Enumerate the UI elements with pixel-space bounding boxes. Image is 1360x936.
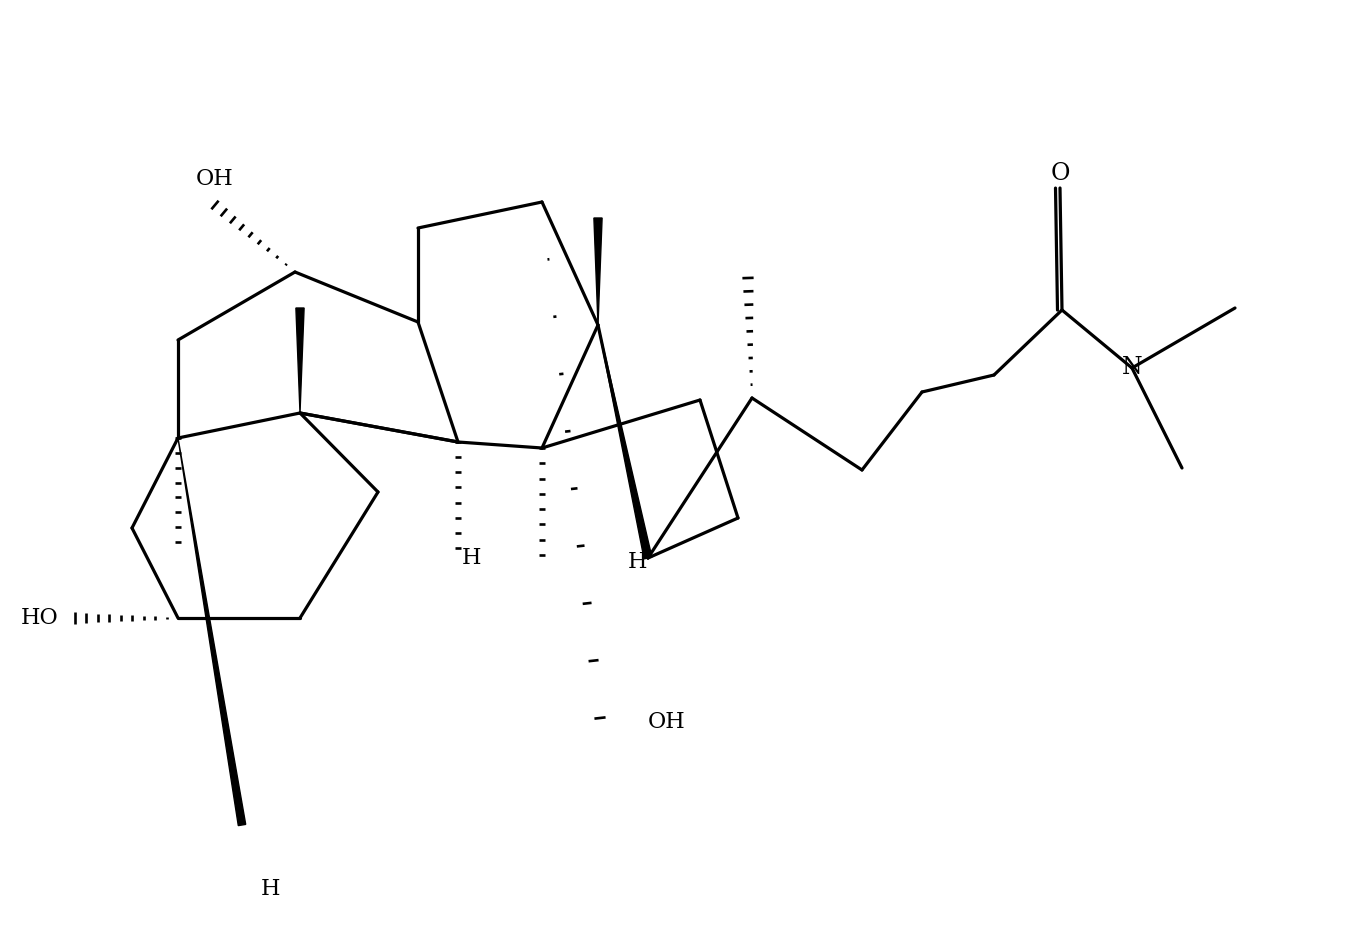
- Text: H: H: [260, 878, 280, 900]
- Text: OH: OH: [647, 711, 685, 733]
- Polygon shape: [178, 438, 246, 826]
- Text: H: H: [628, 551, 647, 573]
- Text: OH: OH: [196, 168, 234, 190]
- Polygon shape: [598, 325, 651, 559]
- Polygon shape: [296, 308, 305, 413]
- Text: N: N: [1122, 357, 1142, 379]
- Text: HO: HO: [20, 607, 58, 629]
- Polygon shape: [594, 218, 602, 325]
- Text: H: H: [462, 547, 481, 569]
- Text: O: O: [1050, 163, 1070, 185]
